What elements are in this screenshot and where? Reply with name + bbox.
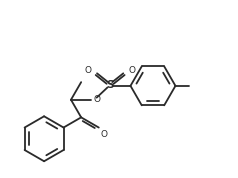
Text: O: O (129, 66, 136, 75)
Text: O: O (100, 130, 107, 139)
Text: O: O (94, 95, 100, 104)
Text: O: O (85, 66, 92, 75)
Text: S: S (106, 80, 114, 90)
